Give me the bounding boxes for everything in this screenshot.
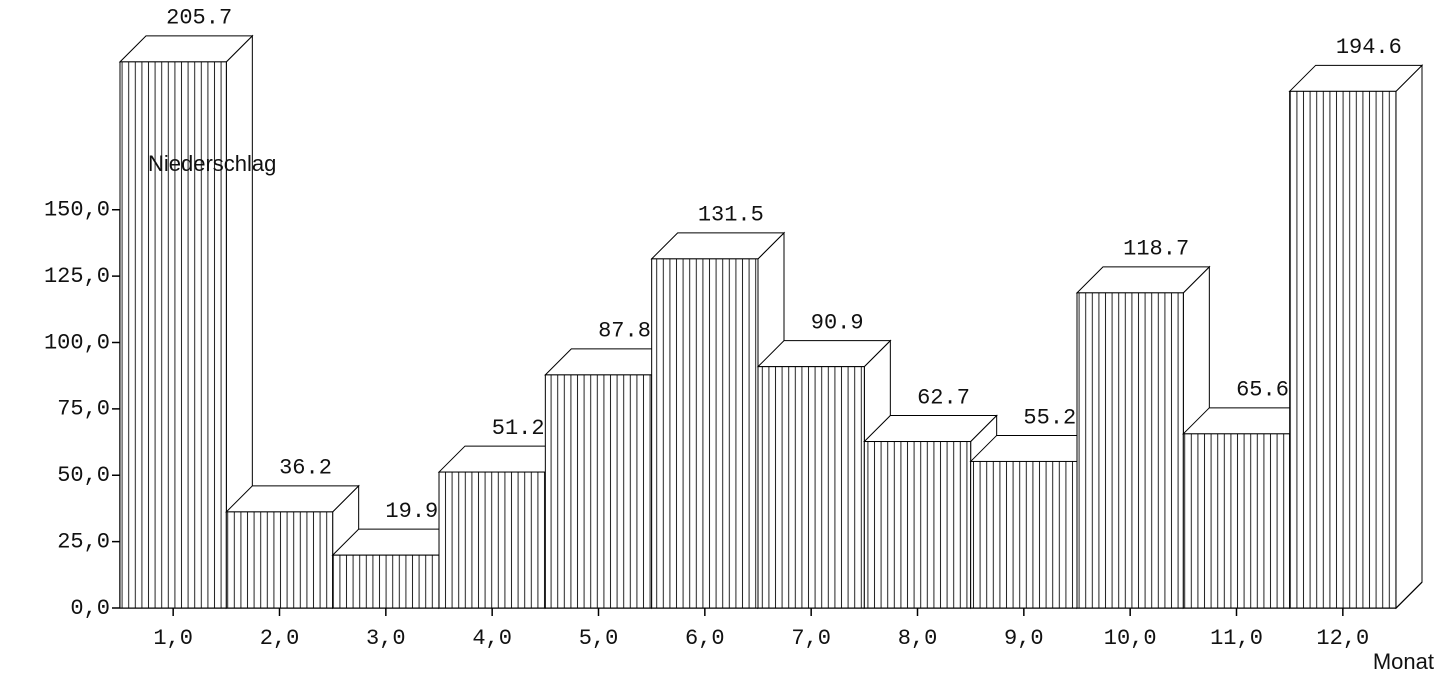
bar-front — [438, 471, 546, 609]
bar-front — [757, 366, 865, 609]
x-tick-label: 10,0 — [1104, 626, 1157, 651]
x-tick-label: 2,0 — [260, 626, 300, 651]
value-label: 55.2 — [1023, 405, 1076, 430]
x-tick-label: 3,0 — [366, 626, 406, 651]
bar — [225, 484, 360, 610]
x-tick-label: 9,0 — [1004, 626, 1044, 651]
y-tick-label: 50,0 — [57, 463, 110, 488]
bar-side — [1395, 64, 1423, 610]
value-label: 90.9 — [811, 310, 864, 335]
value-label: 205.7 — [166, 6, 232, 31]
value-label: 118.7 — [1123, 237, 1189, 262]
value-label: 131.5 — [698, 203, 764, 228]
x-tick-label: 12,0 — [1316, 626, 1369, 651]
value-label: 194.6 — [1336, 35, 1402, 60]
bar-front — [970, 460, 1078, 609]
y-tick-label: 25,0 — [57, 529, 110, 554]
bar-front — [651, 258, 759, 609]
y-tick-label: 100,0 — [44, 330, 110, 355]
value-label: 51.2 — [492, 416, 545, 441]
y-tick-label: 0,0 — [70, 596, 110, 621]
x-tick-label: 11,0 — [1210, 626, 1263, 651]
bar-front — [863, 441, 972, 609]
x-tick-label: 4,0 — [472, 626, 512, 651]
x-tick-label: 7,0 — [791, 626, 831, 651]
value-label: 36.2 — [279, 456, 332, 481]
value-label: 19.9 — [385, 499, 438, 524]
y-tick-label: 150,0 — [44, 198, 110, 223]
bar-front — [225, 511, 334, 609]
bar — [118, 34, 254, 610]
y-tick-label: 75,0 — [57, 397, 110, 422]
value-label: 65.6 — [1236, 378, 1289, 403]
bar — [1288, 64, 1424, 610]
value-label: 62.7 — [917, 385, 970, 410]
y-axis-label: Niederschlag — [148, 151, 276, 176]
bar-front — [119, 61, 227, 609]
bar-front — [1289, 90, 1397, 609]
bar-front — [1076, 292, 1184, 609]
y-tick-label: 125,0 — [44, 264, 110, 289]
x-tick-label: 5,0 — [579, 626, 619, 651]
x-axis-label: Monat — [1373, 649, 1434, 674]
bar-front — [1182, 433, 1291, 609]
x-tick-label: 6,0 — [685, 626, 725, 651]
value-label: 87.8 — [598, 319, 651, 344]
bar-front — [332, 554, 440, 609]
x-tick-label: 8,0 — [898, 626, 938, 651]
x-tick-label: 1,0 — [153, 626, 193, 651]
bar-front — [544, 374, 653, 609]
